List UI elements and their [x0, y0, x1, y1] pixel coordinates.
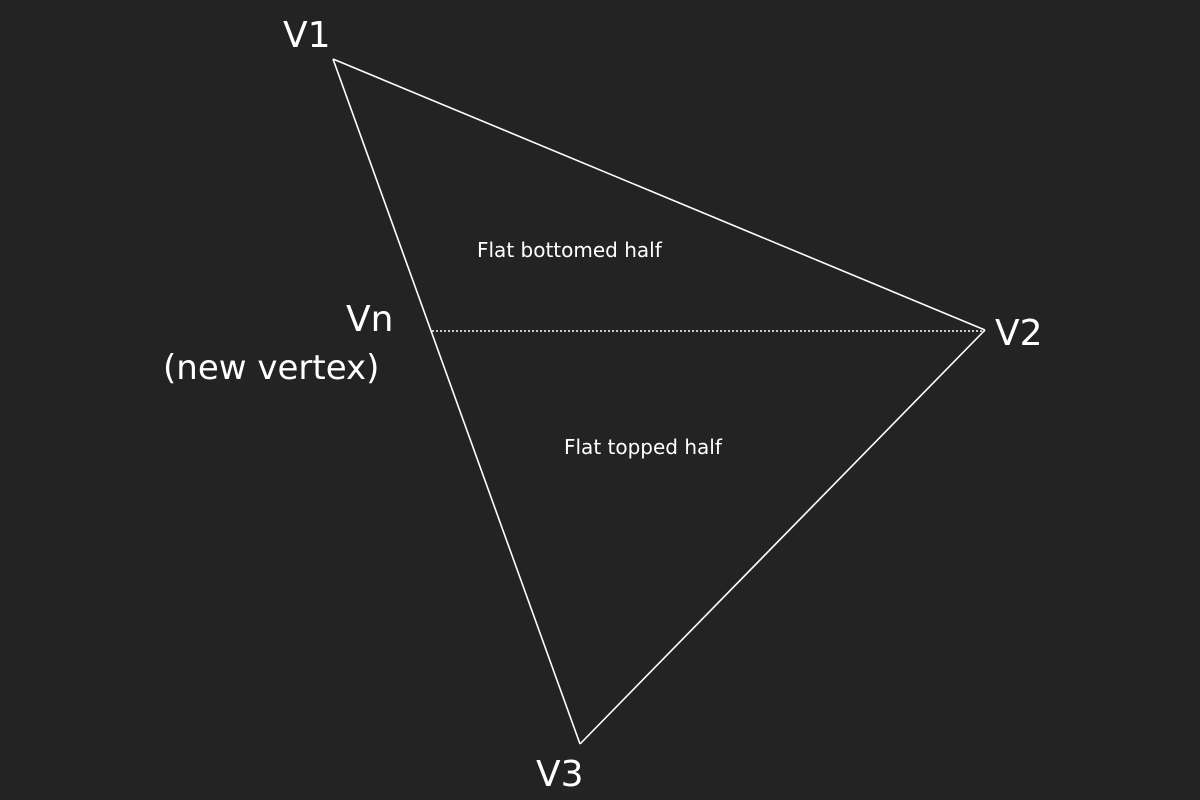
flat-topped-half-label: Flat topped half	[564, 435, 723, 459]
edge-v3-v1	[332, 58, 581, 745]
vertex-label-v3: V3	[536, 754, 584, 795]
vertex-label-vn: Vn	[346, 299, 393, 340]
vertex-label-v1: V1	[283, 15, 331, 56]
flat-bottomed-half-label: Flat bottomed half	[477, 238, 663, 262]
new-vertex-note: (new vertex)	[163, 348, 379, 388]
vertex-label-v2: V2	[995, 313, 1043, 354]
edge-v2-v3	[579, 329, 986, 745]
edge-v1-v2	[332, 58, 986, 331]
